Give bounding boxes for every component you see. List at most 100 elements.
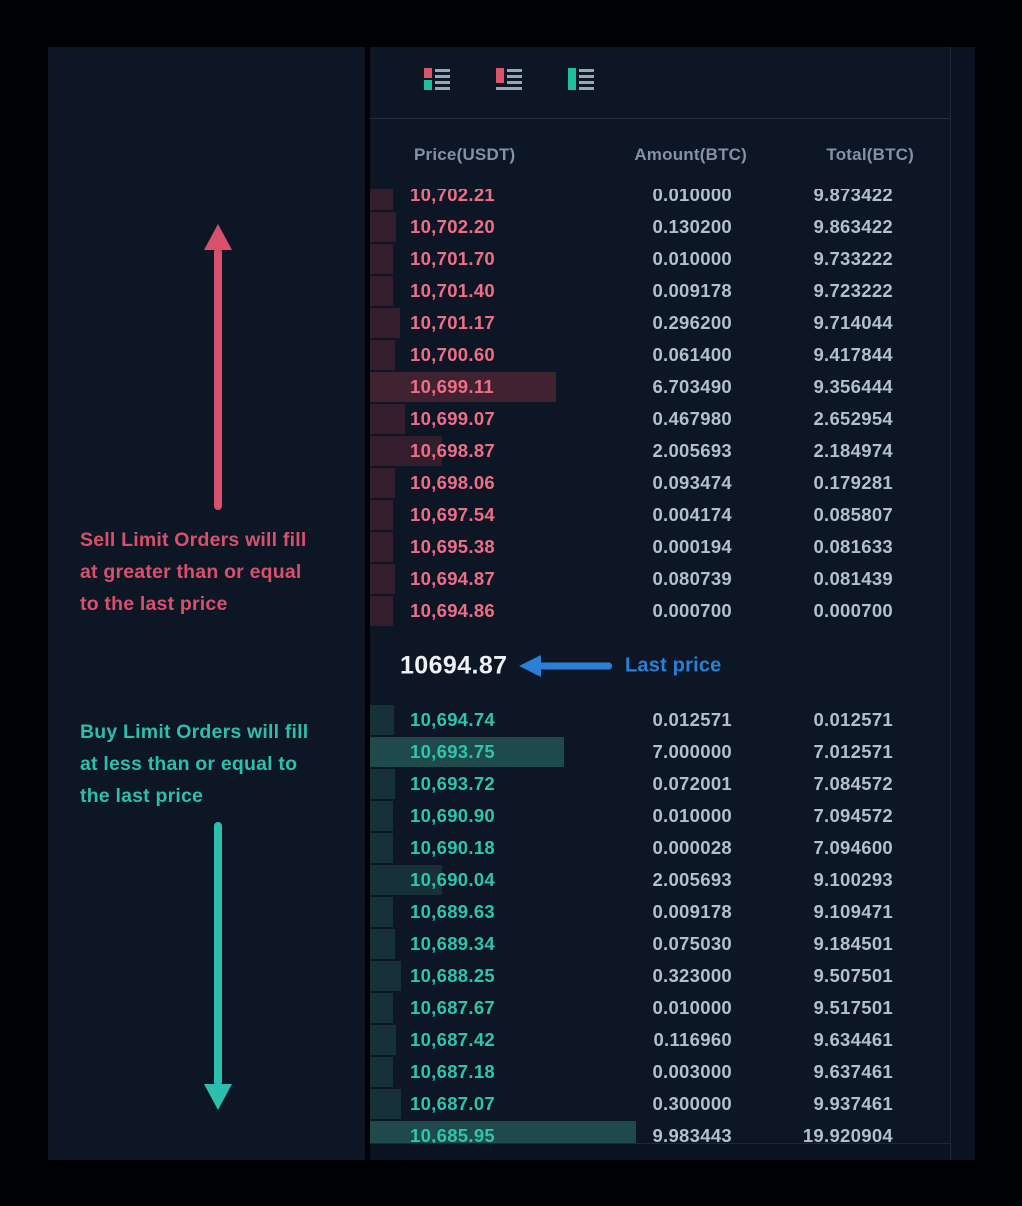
- ask-price: 10,702.20: [410, 216, 496, 237]
- last-price-label: Last price: [625, 654, 722, 676]
- ask-depth-bar: [370, 308, 401, 338]
- scrollbar-track[interactable]: [950, 47, 975, 1160]
- bid-row[interactable]: 10,690.04 2.005693 9.100293: [370, 864, 950, 896]
- bids-list: 10,694.74 0.012571 0.012571 10,693.75 7.0000…: [370, 704, 950, 1143]
- bid-total: 9.517501: [813, 997, 893, 1018]
- bid-depth-bar: [370, 1089, 401, 1119]
- ask-price: 10,700.60: [410, 344, 496, 365]
- icon-line: [507, 75, 522, 78]
- bid-price: 10,687.42: [410, 1029, 496, 1050]
- bid-total: 7.012571: [813, 741, 893, 762]
- ask-depth-bar: [370, 596, 394, 626]
- bid-price: 10,693.75: [410, 741, 496, 762]
- ask-row[interactable]: 10,702.21 0.010000 9.873422: [370, 189, 950, 211]
- bid-amount: 0.010000: [652, 805, 732, 826]
- ask-depth-bar: [370, 500, 394, 530]
- ask-row[interactable]: 10,694.87 0.080739 0.081439: [370, 563, 950, 595]
- ask-row[interactable]: 10,701.70 0.010000 9.733222: [370, 243, 950, 275]
- bid-amount: 9.983443: [652, 1125, 732, 1143]
- icon-line: [435, 75, 450, 78]
- ask-amount: 0.093474: [652, 472, 732, 493]
- column-header-amount: Amount(BTC): [634, 145, 747, 164]
- bid-row[interactable]: 10,693.72 0.072001 7.084572: [370, 768, 950, 800]
- arrow-head: [204, 1084, 232, 1110]
- asks-only-view-icon[interactable]: [496, 68, 522, 91]
- bid-row[interactable]: 10,689.34 0.075030 9.184501: [370, 928, 950, 960]
- bid-total: 0.012571: [813, 709, 893, 730]
- icon-line: [435, 69, 450, 72]
- ask-amount: 0.010000: [652, 248, 732, 269]
- sell-limit-note-line: Sell Limit Orders will fill: [80, 529, 307, 551]
- ask-total: 0.000700: [813, 600, 893, 621]
- bid-amount: 0.075030: [652, 933, 732, 954]
- bid-total: 9.507501: [813, 965, 893, 986]
- bid-row[interactable]: 10,685.95 9.983443 19.920904: [370, 1120, 950, 1143]
- bid-depth-bar: [370, 929, 396, 959]
- bid-amount: 0.323000: [652, 965, 732, 986]
- bid-depth-bar: [370, 1057, 394, 1087]
- ask-price: 10,697.54: [410, 504, 496, 525]
- bid-depth-bar: [370, 961, 402, 991]
- ask-row[interactable]: 10,699.07 0.467980 2.652954: [370, 403, 950, 435]
- ask-total: 0.179281: [813, 472, 893, 493]
- ask-row[interactable]: 10,697.54 0.004174 0.085807: [370, 499, 950, 531]
- bid-price: 10,690.90: [410, 805, 496, 826]
- buy-limit-note-line: Buy Limit Orders will fill: [80, 721, 309, 743]
- ask-amount: 0.000700: [652, 600, 732, 621]
- ask-total: 2.652954: [813, 408, 893, 429]
- ask-depth-bar: [370, 372, 557, 402]
- ask-depth-bar: [370, 189, 394, 210]
- ask-row[interactable]: 10,701.40 0.009178 9.723222: [370, 275, 950, 307]
- bid-depth-bar: [370, 993, 394, 1023]
- ask-row[interactable]: 10,698.06 0.093474 0.179281: [370, 467, 950, 499]
- bid-total: 7.084572: [813, 773, 893, 794]
- bid-total: 9.100293: [813, 869, 893, 890]
- bid-amount: 0.000028: [652, 837, 732, 858]
- order-book-bottom-strip: [370, 1143, 950, 1160]
- ask-depth-bar: [370, 532, 394, 562]
- ask-depth-bar: [370, 404, 405, 434]
- sell-limit-note: Sell Limit Orders will fill at greater t…: [80, 524, 306, 620]
- ask-amount: 2.005693: [652, 440, 732, 461]
- bids-only-view-icon[interactable]: [568, 68, 594, 91]
- bid-row[interactable]: 10,687.67 0.010000 9.517501: [370, 992, 950, 1024]
- combined-book-view-icon[interactable]: [424, 68, 450, 91]
- ask-total: 0.081439: [813, 568, 893, 589]
- bid-depth-bar: [370, 801, 394, 831]
- bid-depth-bar: [370, 833, 394, 863]
- bid-row[interactable]: 10,690.90 0.010000 7.094572: [370, 800, 950, 832]
- ask-row[interactable]: 10,699.11 6.703490 9.356444: [370, 371, 950, 403]
- bid-row[interactable]: 10,694.74 0.012571 0.012571: [370, 704, 950, 736]
- icon-line: [579, 81, 594, 84]
- bid-price: 10,688.25: [410, 965, 496, 986]
- ask-amount: 0.004174: [652, 504, 732, 525]
- ask-row[interactable]: 10,695.38 0.000194 0.081633: [370, 531, 950, 563]
- bid-price: 10,690.18: [410, 837, 496, 858]
- ask-row[interactable]: 10,698.87 2.005693 2.184974: [370, 435, 950, 467]
- buy-limit-note-line: the last price: [80, 785, 204, 807]
- ask-price: 10,701.40: [410, 280, 496, 301]
- order-book-view-toggles: [424, 68, 594, 91]
- buy-limit-note: Buy Limit Orders will fill at less than …: [80, 716, 308, 812]
- bid-price: 10,689.63: [410, 901, 496, 922]
- bid-row[interactable]: 10,687.42 0.116960 9.634461: [370, 1024, 950, 1056]
- ask-row[interactable]: 10,694.86 0.000700 0.000700: [370, 595, 950, 627]
- ask-row[interactable]: 10,701.17 0.296200 9.714044: [370, 307, 950, 339]
- ask-amount: 0.296200: [652, 312, 732, 333]
- arrow-stem: [214, 248, 222, 510]
- bid-row[interactable]: 10,688.25 0.323000 9.507501: [370, 960, 950, 992]
- ask-row[interactable]: 10,702.20 0.130200 9.863422: [370, 211, 950, 243]
- bid-row[interactable]: 10,690.18 0.000028 7.094600: [370, 832, 950, 864]
- ask-row[interactable]: 10,700.60 0.061400 9.417844: [370, 339, 950, 371]
- bid-row[interactable]: 10,687.18 0.003000 9.637461: [370, 1056, 950, 1088]
- ask-depth-bar: [370, 564, 396, 594]
- bid-total: 9.634461: [813, 1029, 893, 1050]
- bid-total: 9.937461: [813, 1093, 893, 1114]
- bid-total: 19.920904: [802, 1125, 893, 1143]
- ask-depth-bar: [370, 276, 394, 306]
- bid-row[interactable]: 10,693.75 7.000000 7.012571: [370, 736, 950, 768]
- bid-row[interactable]: 10,689.63 0.009178 9.109471: [370, 896, 950, 928]
- icon-line: [496, 87, 522, 90]
- bid-row[interactable]: 10,687.07 0.300000 9.937461: [370, 1088, 950, 1120]
- ask-price: 10,702.21: [410, 189, 496, 205]
